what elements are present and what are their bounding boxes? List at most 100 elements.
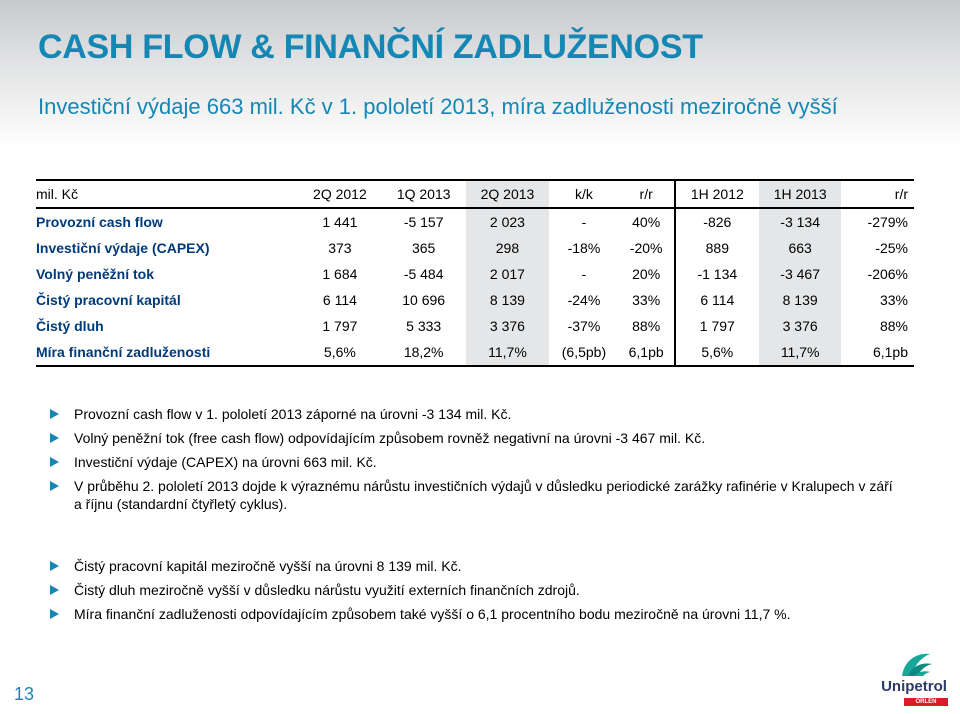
table-cell: 1 441: [322, 214, 358, 230]
table-cell: 11,7%: [465, 339, 550, 367]
table-cell: -206%: [867, 266, 908, 282]
table-cell: -3 134: [758, 208, 842, 235]
table-cell: -1 134: [697, 266, 738, 282]
table-cell: 1 797: [322, 318, 358, 334]
table-cell: 3 376: [465, 313, 550, 339]
table-header-row: mil. Kč 2Q 2012 1Q 2013 2Q 2013 k/k r/r …: [36, 179, 914, 209]
logo-subtext: ORLEN GROUP: [904, 698, 948, 713]
table-row: Čistý pracovní kapitál 6 114 10 696 8 13…: [36, 287, 914, 313]
table-cell: -: [581, 214, 587, 230]
row-label: Čistý pracovní kapitál: [36, 292, 181, 308]
row-label: Čistý dluh: [36, 318, 104, 334]
list-item: Investiční výdaje (CAPEX) na úrovni 663 …: [50, 453, 894, 471]
table-cell: 11,7%: [758, 339, 842, 367]
list-item: Provozní cash flow v 1. pololetí 2013 zá…: [50, 405, 894, 423]
page-title: CASH FLOW & FINANČNÍ ZADLUŽENOST: [38, 28, 703, 66]
column-header: r/r: [618, 179, 676, 209]
table-row: Provozní cash flow 1 441 -5 157 2 023 - …: [36, 208, 914, 235]
table-row: Čistý dluh 1 797 5 333 3 376 -37% 88% 1 …: [36, 313, 914, 339]
list-item: Volný peněžní tok (free cash flow) odpov…: [50, 429, 894, 447]
table-cell: 8 139: [465, 287, 550, 313]
column-header: k/k: [549, 179, 619, 209]
table-cell: 6,1pb: [841, 339, 914, 367]
row-label: Volný peněžní tok: [36, 266, 154, 282]
column-header: 2Q 2013: [465, 179, 550, 209]
logo-text: Unipetrol: [881, 678, 947, 695]
row-label: Provozní cash flow: [36, 214, 163, 230]
table-cell: 3 376: [758, 313, 842, 339]
table-row: Volný peněžní tok 1 684 -5 484 2 017 - 2…: [36, 261, 914, 287]
bullet-text: Volný peněžní tok (free cash flow) odpov…: [74, 430, 706, 446]
table-cell: 5 333: [406, 318, 442, 334]
table-cell: 33%: [879, 292, 908, 308]
table-cell: 6 114: [700, 292, 735, 308]
list-item: Míra finanční zadluženosti odpovídajícím…: [50, 605, 894, 623]
table-cell: 6 114: [322, 292, 357, 308]
table-cell: -826: [703, 214, 732, 230]
table-cell: 373: [328, 240, 352, 256]
financial-table: mil. Kč 2Q 2012 1Q 2013 2Q 2013 k/k r/r …: [36, 179, 914, 367]
list-item: Čistý pracovní kapitál meziročně vyšší n…: [50, 557, 894, 575]
bullet-text: Míra finanční zadluženosti odpovídajícím…: [74, 606, 791, 622]
table-cell: 20%: [618, 261, 676, 287]
table-cell: -18%: [567, 240, 601, 256]
table-cell: 8 139: [758, 287, 842, 313]
table-cell: 1 797: [699, 318, 735, 334]
table-cell: 2 017: [465, 261, 550, 287]
bullet-arrow-icon: [50, 409, 59, 419]
table-cell: (6,5pb): [549, 339, 619, 367]
bullet-text: V průběhu 2. pololetí 2013 dojde k výraz…: [74, 478, 893, 512]
bullet-text: Provozní cash flow v 1. pololetí 2013 zá…: [74, 406, 512, 422]
column-header: 1H 2013: [758, 179, 842, 209]
bullet-list-debt: Čistý pracovní kapitál meziročně vyšší n…: [50, 557, 894, 629]
bullet-arrow-icon: [50, 561, 59, 571]
bullet-text: Čistý dluh meziročně vyšší v důsledku ná…: [74, 582, 580, 598]
page-number: 13: [14, 684, 35, 704]
unipetrol-logo: Unipetrol ORLEN GROUP: [874, 646, 954, 713]
bullet-arrow-icon: [50, 481, 59, 491]
bullet-text: Investiční výdaje (CAPEX) na úrovni 663 …: [74, 454, 377, 470]
table-cell: -5 157: [403, 214, 444, 230]
table-cell: 298: [465, 235, 550, 261]
table-cell: 88%: [618, 313, 676, 339]
table-cell: 5,6%: [298, 339, 382, 367]
row-label: Investiční výdaje (CAPEX): [36, 240, 210, 256]
table-cell: 18,2%: [381, 339, 466, 367]
table-cell: -20%: [618, 235, 676, 261]
header-band: [0, 0, 960, 150]
table-cell: 365: [411, 240, 436, 256]
table-row: Míra finanční zadluženosti 5,6% 18,2% 11…: [36, 339, 914, 367]
table-cell: 2 023: [465, 208, 550, 235]
table-cell: 40%: [618, 208, 676, 235]
table-cell: 6,1pb: [618, 339, 676, 367]
column-header: r/r: [841, 179, 914, 209]
table-cell: 5,6%: [674, 339, 759, 367]
bullet-list-cashflow: Provozní cash flow v 1. pololetí 2013 zá…: [50, 405, 894, 519]
column-header: mil. Kč: [36, 179, 298, 209]
column-header: 2Q 2012: [298, 179, 382, 209]
table-row: Investiční výdaje (CAPEX) 373 365 298 -1…: [36, 235, 914, 261]
bullet-arrow-icon: [50, 609, 59, 619]
table-cell: 1 684: [322, 266, 358, 282]
table-cell: -3 467: [758, 261, 842, 287]
table-cell: 88%: [879, 318, 908, 334]
page-subtitle: Investiční výdaje 663 mil. Kč v 1. polol…: [38, 94, 838, 119]
column-header: 1Q 2013: [381, 179, 466, 209]
table-cell: 33%: [618, 287, 676, 313]
column-header: 1H 2012: [674, 179, 759, 209]
table-cell: -25%: [875, 240, 908, 256]
logo-emblem-icon: [902, 653, 932, 676]
table-cell: 663: [758, 235, 842, 261]
list-item: Čistý dluh meziročně vyšší v důsledku ná…: [50, 581, 894, 599]
table-cell: -279%: [867, 214, 908, 230]
table-cell: -37%: [567, 318, 601, 334]
bullet-arrow-icon: [50, 585, 59, 595]
table-cell: 889: [705, 240, 729, 256]
table-cell: 10 696: [402, 292, 446, 308]
list-item: V průběhu 2. pololetí 2013 dojde k výraz…: [50, 477, 894, 513]
row-label: Míra finanční zadluženosti: [36, 339, 298, 367]
table-cell: -24%: [567, 292, 601, 308]
table-cell: -5 484: [403, 266, 444, 282]
bullet-arrow-icon: [50, 457, 59, 467]
bullet-arrow-icon: [50, 433, 59, 443]
